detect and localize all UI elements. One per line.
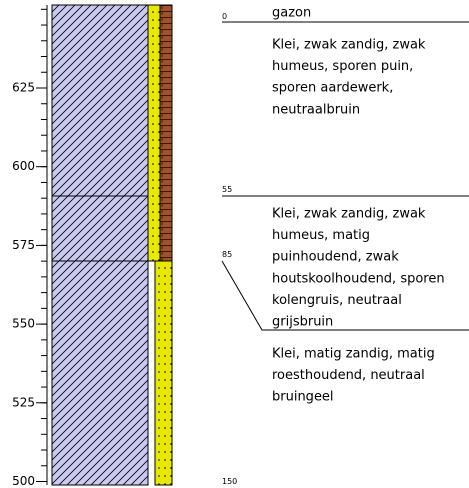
- depth-label: 0: [222, 12, 227, 21]
- description-line: houtskoolhoudend, sporen: [272, 271, 445, 286]
- debris-strip: [160, 5, 172, 261]
- description-line: neutraalbruin: [272, 102, 360, 117]
- description-line: Klei, zwak zandig, zwak: [272, 38, 426, 53]
- description-line: roesthoudend, neutraal: [272, 368, 425, 383]
- description-line: puinhoudend, zwak: [272, 250, 399, 265]
- description-line: sporen aardewerk,: [272, 81, 393, 96]
- layer-description: Klei, zwak zandig, zwak humeus, sporen pu…: [272, 38, 426, 118]
- depth-label: 85: [222, 250, 232, 259]
- depth-label: 150: [222, 477, 237, 486]
- tick-label: 500: [12, 474, 35, 488]
- description-line: Klei, zwak zandig, zwak: [272, 207, 426, 222]
- tick-label: 525: [12, 395, 35, 409]
- clay-column: [52, 5, 148, 485]
- borehole-log: 625 600 575 550 525 500 0 55 85 150 gazon Kle…: [0, 0, 469, 488]
- sand-strip: [148, 5, 160, 261]
- tick-label: 575: [12, 238, 35, 252]
- layer-description: Klei, zwak zandig, zwak humeus, matig puin…: [272, 207, 445, 330]
- description-line: Klei, matig zandig, matig: [272, 347, 435, 362]
- description-line: humeus, matig: [272, 228, 370, 243]
- depth-axis: 625 600 575 550 525 500: [12, 5, 47, 488]
- tick-label: 550: [12, 317, 35, 331]
- sand-strip: [155, 261, 172, 485]
- tick-label: 600: [12, 159, 35, 173]
- description-line: humeus, sporen puin,: [272, 59, 413, 74]
- depth-label: 55: [222, 185, 232, 194]
- tick-label: 625: [12, 81, 35, 95]
- layer-description: Klei, matig zandig, matig roesthoudend, n…: [272, 347, 435, 405]
- description-line: kolengruis, neutraal: [272, 293, 402, 308]
- layer-title: gazon: [272, 6, 311, 21]
- description-line: grijsbruin: [272, 315, 333, 330]
- description-line: bruingeel: [272, 390, 334, 405]
